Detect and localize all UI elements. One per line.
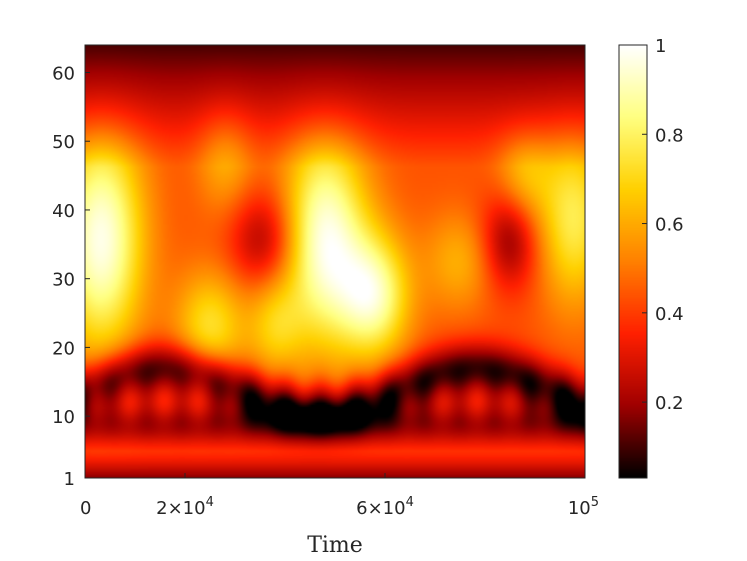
x-tick-label: 2×104	[156, 495, 214, 519]
y-tick-label: 30	[52, 270, 75, 291]
y-tick-label: 10	[52, 407, 75, 428]
x-tick-label: 0	[80, 498, 91, 519]
colorbar-ticks: 0.2 0.4 0.6 0.8 1	[642, 36, 684, 414]
colorbar: 0.2 0.4 0.6 0.8 1	[618, 36, 684, 479]
colorbar-frame	[618, 44, 648, 479]
x-axis-label: Time	[307, 533, 363, 558]
y-tick-label: 20	[52, 338, 75, 359]
colorbar-tick-label: 1	[655, 36, 666, 57]
x-axis: 0 2×104 6×104 105	[80, 473, 599, 519]
heatmap-plot-area	[84, 44, 586, 479]
y-tick-label: 60	[52, 63, 75, 84]
x-tick-label: 105	[568, 495, 599, 519]
y-tick-label: 40	[52, 201, 75, 222]
heatmap-image	[85, 45, 585, 478]
colorbar-tick-label: 0.2	[655, 393, 684, 414]
y-axis: 1 10 20 30 40 50 60	[52, 45, 90, 490]
colorbar-tick-label: 0.4	[655, 304, 684, 325]
colorbar-tick-label: 0.8	[655, 125, 684, 146]
colorbar-tick-label: 0.6	[655, 215, 684, 236]
x-tick-label: 6×104	[356, 495, 414, 519]
y-tick-label: 1	[64, 469, 75, 490]
colorbar-gradient	[619, 45, 647, 478]
y-tick-label: 50	[52, 132, 75, 153]
